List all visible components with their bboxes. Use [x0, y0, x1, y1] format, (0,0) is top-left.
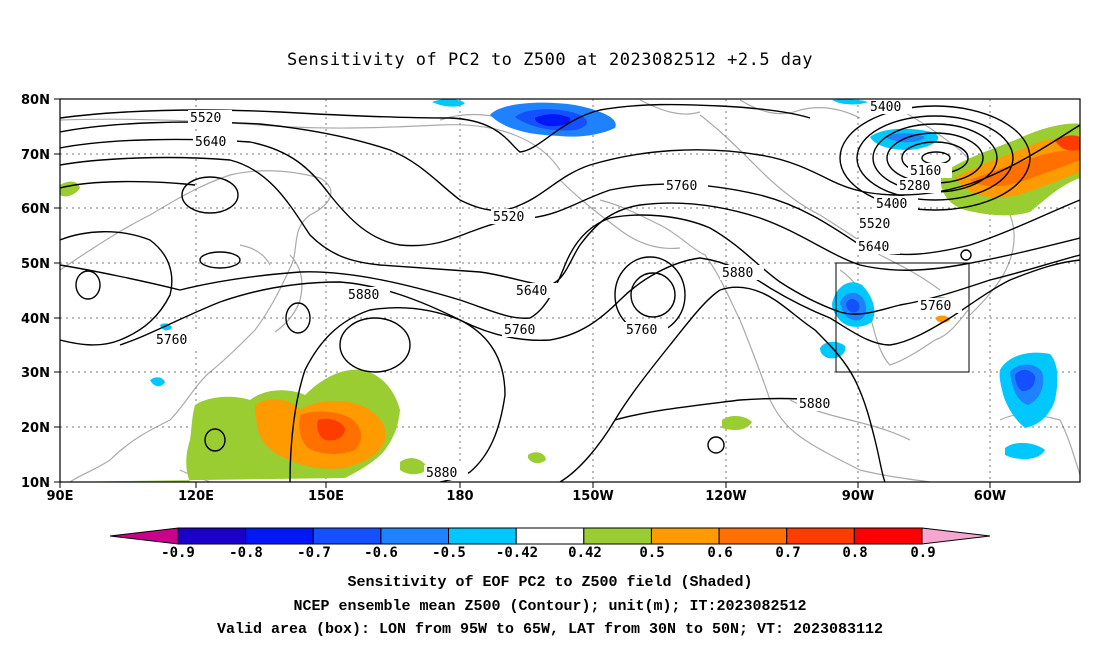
valid-area-box: [835, 262, 970, 373]
colorbar-tick-label: -0.9: [161, 545, 195, 561]
lon-label: 120W: [705, 489, 746, 504]
contour-label: 5760: [626, 323, 657, 338]
colorbar-segment: [177, 527, 247, 545]
contour-label: 5520: [190, 111, 221, 126]
negative-sensitivity-shading: [150, 99, 1058, 460]
colorbar-segment: [515, 527, 585, 545]
contour-label: 5160: [910, 164, 941, 179]
lat-label: 60N: [21, 202, 50, 217]
map-title: Sensitivity of PC2 to Z500 at 2023082512…: [286, 50, 813, 70]
contour-label: 5640: [516, 284, 547, 299]
colorbar-segment: [786, 527, 855, 545]
caption-shaded: Sensitivity of EOF PC2 to Z500 field (Sh…: [347, 574, 753, 591]
colorbar-segment: [380, 527, 450, 545]
lat-label: 50N: [21, 257, 50, 272]
colorbar-segment: [448, 527, 517, 545]
contour-label: 5760: [156, 333, 187, 348]
contour-label: 5760: [504, 323, 535, 338]
contour-label: 5640: [195, 135, 226, 150]
contour-label: 5880: [799, 397, 830, 412]
lon-label: 120E: [178, 489, 214, 504]
contour-label: 5400: [870, 100, 901, 115]
colorbar-segment: [853, 527, 923, 545]
contour-label: 5520: [493, 210, 524, 225]
lat-label: 70N: [21, 148, 50, 163]
colorbar-tick-label: -0.7: [297, 545, 331, 561]
colorbar-right-triangle: [921, 527, 991, 545]
colorbar-tick-label: 0.5: [639, 545, 664, 561]
colorbar-tick-label: 0.9: [910, 545, 935, 561]
caption-contour: NCEP ensemble mean Z500 (Contour); unit(…: [293, 598, 807, 615]
z500-contours: [60, 103, 1080, 482]
map-frame: [59, 98, 1081, 483]
contour-label: 5640: [858, 240, 889, 255]
lon-label: 180: [446, 489, 473, 504]
colorbar-segment: [312, 527, 382, 545]
longitude-labels: 90E 120E 150E 180 150W 120W 90W 60W: [47, 489, 1007, 504]
colorbar-tick-label: -0.8: [229, 545, 263, 561]
contour-label: 5880: [722, 266, 753, 281]
lon-label: 150E: [308, 489, 344, 504]
colorbar-segment: [245, 527, 314, 545]
colorbar-tick-label: -0.6: [364, 545, 398, 561]
colorbar-tick-label: 0.8: [842, 545, 867, 561]
lon-label: 90W: [842, 489, 874, 504]
contour-label: 5880: [348, 288, 379, 303]
contour-label: 5400: [876, 197, 907, 212]
lat-label: 80N: [21, 93, 50, 108]
axis-ticks: [54, 98, 991, 488]
caption-valid-area: Valid area (box): LON from 95W to 65W, L…: [216, 621, 884, 638]
colorbar-segment: [718, 527, 788, 545]
contour-label: 5880: [426, 466, 457, 481]
colorbar-labels: -0.9 -0.8 -0.7 -0.6 -0.5 -0.42 0.42 0.5 …: [161, 545, 936, 561]
colorbar-tick-label: 0.6: [707, 545, 732, 561]
contour-label: 5760: [920, 299, 951, 314]
colorbar-tick-label: 0.42: [568, 545, 602, 561]
contour-label: 5760: [666, 179, 697, 194]
contour-label-group: 5520 5640 5520 5760 5400 5160 5280 5400 …: [154, 99, 962, 481]
colorbar: [109, 527, 991, 545]
lat-label: 30N: [21, 366, 50, 381]
colorbar-segment: [583, 527, 652, 545]
contour-label: 5520: [859, 217, 890, 232]
colorbar-tick-label: -0.42: [496, 545, 538, 561]
lat-label: 20N: [21, 421, 50, 436]
lat-label: 10N: [21, 476, 50, 491]
lon-label: 90E: [47, 489, 74, 504]
colorbar-left-triangle: [109, 527, 179, 545]
lon-label: 150W: [572, 489, 613, 504]
colorbar-tick-label: -0.5: [432, 545, 466, 561]
contour-label: 5280: [899, 179, 930, 194]
colorbar-segment: [650, 527, 720, 545]
lat-label: 40N: [21, 312, 50, 327]
latitude-labels: 80N 70N 60N 50N 40N 30N 20N 10N: [21, 93, 50, 491]
lon-label: 60W: [974, 489, 1006, 504]
colorbar-tick-label: 0.7: [775, 545, 800, 561]
